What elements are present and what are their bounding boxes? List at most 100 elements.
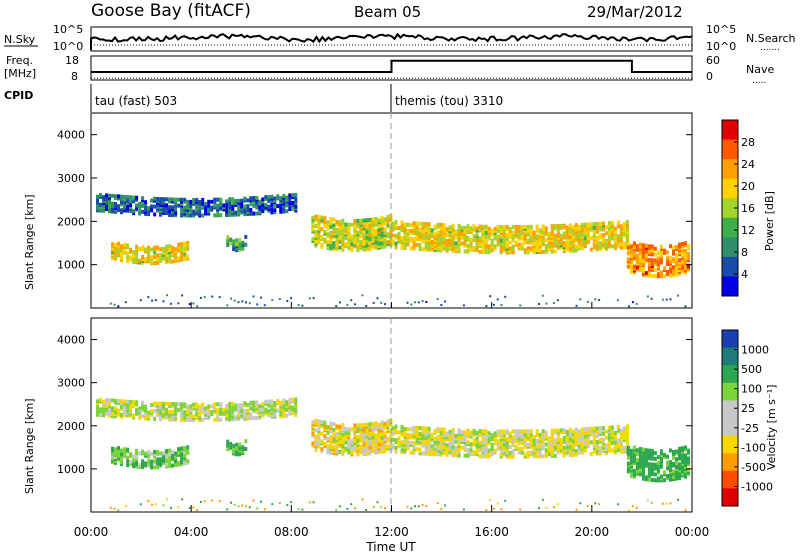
power-cell: [592, 245, 596, 250]
velocity-cell: [222, 407, 226, 412]
velocity-cell: [271, 503, 274, 506]
velocity-cell: [502, 429, 506, 434]
power-cell: [207, 203, 211, 208]
power-cell: [410, 303, 413, 306]
velocity-cell: [568, 445, 572, 450]
power-cell: [526, 224, 530, 229]
power-cell: [469, 226, 473, 231]
velocity-cell: [156, 449, 160, 454]
velocity-colorbar-swatch: [722, 453, 738, 472]
velocity-cell: [186, 449, 190, 454]
velocity-cell: [493, 448, 497, 453]
velocity-cell: [240, 403, 244, 408]
velocity-cell: [424, 426, 428, 431]
velocity-cell: [383, 421, 387, 426]
power-cell: [199, 296, 202, 299]
power-heatmap: [96, 192, 690, 308]
velocity-cell: [380, 435, 384, 440]
velocity-cell: [580, 450, 584, 455]
velocity-cell: [231, 409, 235, 414]
velocity-cell: [626, 446, 630, 450]
velocity-cell: [150, 403, 154, 408]
velocity-cell: [380, 505, 383, 508]
velocity-cell: [666, 466, 669, 471]
velocity-cell: [656, 466, 660, 471]
power-cell: [123, 204, 127, 209]
velocity-cell: [338, 449, 342, 454]
power-cell: [186, 203, 190, 208]
power-cell: [406, 242, 410, 247]
velocity-cell: [451, 428, 455, 432]
velocity-cell: [403, 432, 407, 437]
velocity-cell: [647, 477, 651, 482]
velocity-cell: [147, 414, 151, 419]
power-cell: [120, 254, 123, 258]
velocity-cell: [320, 447, 324, 452]
velocity-cell: [144, 404, 148, 409]
power-cell: [489, 295, 492, 298]
velocity-cell: [397, 436, 401, 441]
velocity-cell: [647, 462, 651, 467]
velocity-cell: [207, 408, 211, 413]
velocity-cell: [244, 447, 248, 451]
power-cell: [218, 296, 221, 299]
power-cell: [445, 246, 449, 251]
power-cell: [451, 223, 455, 228]
power-cell: [341, 228, 345, 233]
power-cell: [568, 223, 572, 228]
power-cell: [174, 201, 178, 206]
power-cell: [481, 224, 485, 229]
velocity-cell: [436, 446, 440, 451]
velocity-cell: [108, 398, 111, 403]
velocity-cell: [368, 428, 372, 433]
power-cell: [632, 264, 636, 269]
power-cell: [189, 213, 193, 218]
power-cell: [517, 228, 521, 233]
power-cell: [297, 304, 300, 307]
power-cell: [180, 213, 184, 218]
power-cell: [353, 218, 357, 223]
velocity-cell: [442, 433, 446, 438]
velocity-cell: [174, 451, 178, 456]
power-cell: [574, 248, 578, 253]
power-cell: [188, 303, 191, 306]
power-cell: [288, 193, 292, 198]
velocity-cell: [233, 503, 236, 506]
power-cell: [626, 241, 630, 246]
velocity-cell: [232, 447, 236, 452]
velocity-cell: [650, 448, 654, 453]
power-cell: [153, 196, 157, 201]
power-cell: [371, 217, 375, 222]
velocity-colorbar-tick-label: -25: [741, 422, 759, 435]
noise-panel-frame: [90, 26, 693, 52]
power-cell: [580, 246, 584, 251]
velocity-cell: [553, 453, 557, 458]
velocity-cell: [362, 452, 366, 456]
velocity-cell: [237, 413, 241, 418]
power-cell: [687, 244, 690, 249]
power-cell: [595, 225, 599, 230]
velocity-cell: [562, 439, 566, 444]
velocity-cell: [338, 424, 342, 429]
velocity-cell: [171, 409, 175, 414]
power-cell: [391, 221, 395, 226]
power-cell: [216, 203, 220, 208]
velocity-cell: [235, 442, 239, 447]
velocity-cell: [622, 426, 626, 431]
velocity-cell: [656, 460, 660, 465]
velocity-cell: [619, 450, 623, 454]
power-cell: [445, 227, 449, 232]
power-cell: [469, 238, 473, 242]
velocity-cell: [150, 451, 154, 456]
velocity-cell: [397, 444, 401, 449]
power-cell: [508, 240, 512, 245]
velocity-cell: [425, 505, 428, 507]
velocity-cell: [374, 421, 378, 426]
velocity-cell: [344, 427, 348, 432]
velocity-cell: [180, 417, 184, 422]
power-cell: [144, 200, 148, 205]
power-cell: [126, 259, 130, 263]
power-cell: [629, 250, 633, 255]
velocity-cell: [171, 450, 175, 455]
velocity-cell: [350, 503, 353, 506]
